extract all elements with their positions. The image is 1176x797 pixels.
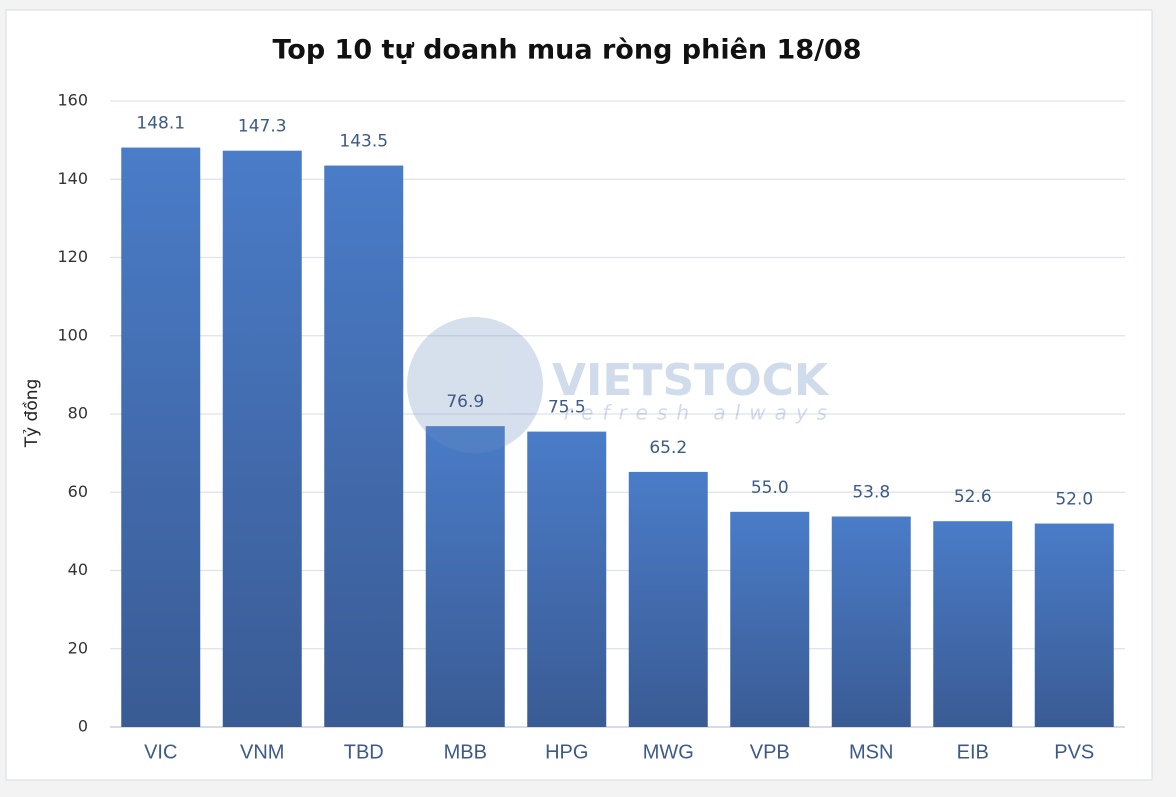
- bar: [324, 165, 404, 727]
- x-tick-label: PVS: [1054, 741, 1094, 763]
- value-label: 148.1: [136, 114, 185, 134]
- x-tick-label: MWG: [643, 741, 694, 763]
- bar: [1034, 523, 1114, 727]
- watermark: VIETSTOCK refresh always: [407, 317, 836, 453]
- bar: [222, 150, 302, 728]
- y-tick-label: 0: [78, 717, 88, 736]
- x-tick-label: HPG: [545, 741, 588, 763]
- bar: [933, 521, 1013, 727]
- x-tick-label: VPB: [750, 741, 790, 763]
- y-axis-label: Tỷ đồng: [21, 379, 42, 449]
- value-label: 65.2: [649, 438, 687, 458]
- x-tick-label: MSN: [849, 741, 893, 763]
- value-label: 76.9: [446, 392, 484, 412]
- value-label: 143.5: [339, 132, 388, 152]
- x-tick-label: EIB: [957, 741, 989, 763]
- bar: [730, 511, 810, 727]
- chart-title: Top 10 tự doanh mua ròng phiên 18/08: [272, 35, 861, 66]
- y-tick-label: 160: [57, 91, 88, 110]
- y-tick-label: 20: [68, 638, 88, 657]
- x-tick-label: TBD: [344, 741, 384, 763]
- value-label: 52.0: [1055, 490, 1093, 510]
- bar: [121, 147, 201, 728]
- y-tick-label: 60: [68, 482, 88, 501]
- value-label: 55.0: [751, 478, 789, 498]
- x-tick-label: VNM: [240, 741, 284, 763]
- value-label: 75.5: [548, 398, 586, 418]
- bar: [831, 516, 911, 727]
- watermark-tagline: refresh always: [564, 401, 836, 425]
- y-tick-label: 120: [57, 247, 88, 266]
- y-tick-label: 140: [57, 169, 88, 188]
- bar: [628, 471, 708, 727]
- y-tick-label: 100: [57, 325, 88, 344]
- watermark-text: VIETSTOCK: [552, 355, 830, 406]
- x-tick-label: MBB: [444, 741, 487, 763]
- value-label: 53.8: [852, 483, 890, 503]
- y-tick-label: 40: [68, 560, 88, 579]
- x-tick-label: VIC: [144, 741, 177, 763]
- value-label: 52.6: [954, 487, 992, 507]
- bar: [425, 426, 505, 727]
- bar: [527, 431, 607, 727]
- y-tick-label: 80: [68, 404, 88, 423]
- value-label: 147.3: [238, 117, 287, 137]
